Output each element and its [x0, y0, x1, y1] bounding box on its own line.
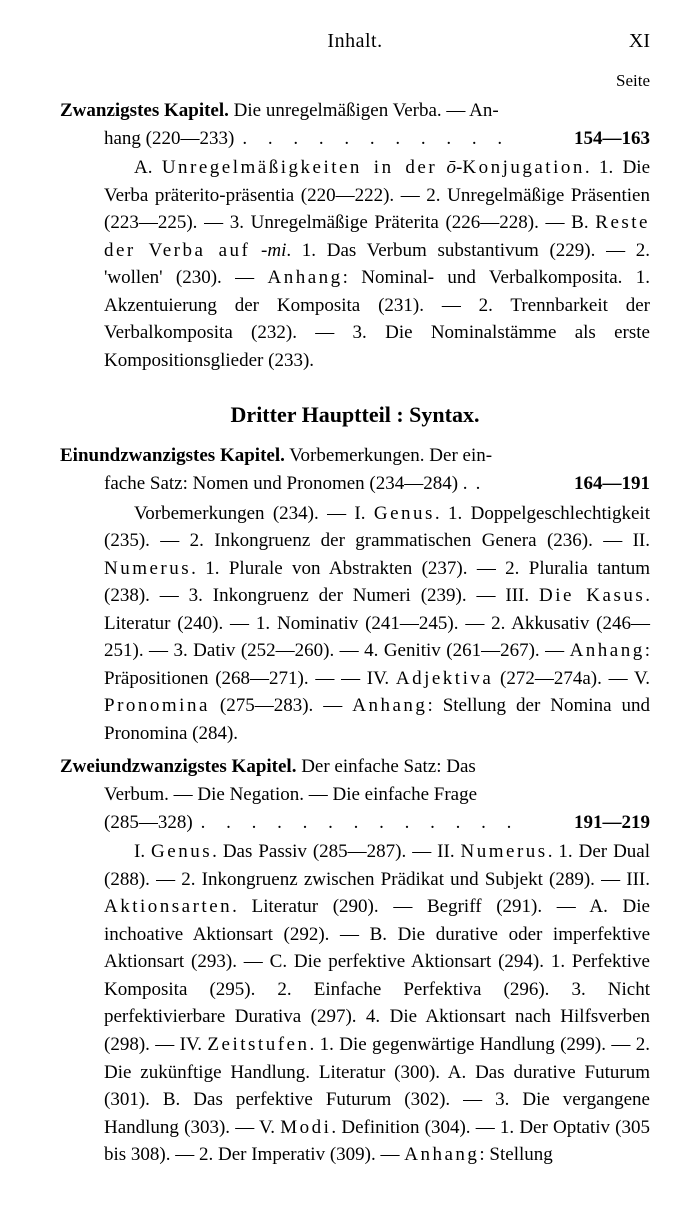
toc-entry: Zweiundzwanzigstes Kapitel. Der einfache…	[60, 753, 650, 1168]
chapter-head-cont: (285—328)	[104, 809, 193, 837]
page: Inhalt. XI Seite Zwanzigstes Kapitel. Di…	[0, 0, 700, 1205]
chapter-title: Zwanzigstes Kapitel.	[60, 100, 229, 121]
entry-head-line1: Zwanzigstes Kapitel. Die unregelmäßigen …	[60, 97, 650, 125]
chapter-head-tail: Die unregelmäßigen Verba. — An-	[229, 100, 499, 121]
chapter-head-mid: Verbum. — Die Negation. — Die einfache F…	[60, 781, 650, 809]
chapter-title: Zweiundzwanzigstes Kapitel.	[60, 756, 296, 777]
leader-dots: . . . . . . . . . . . . .	[193, 809, 574, 837]
header-row: Inhalt. XI	[60, 30, 650, 53]
entry-head-line1: Einundzwanzigstes Kapitel. Vorbemerkunge…	[60, 442, 650, 470]
chapter-head-cont: hang (220—233)	[104, 125, 234, 153]
chapter-body: A. Unregelmäßigkeiten in der ō-Konjugati…	[60, 154, 650, 374]
leader-dots: . . . . . . . . . . .	[234, 125, 574, 153]
page-range: 154—163	[574, 125, 650, 153]
chapter-head-tail: Der einfache Satz: Das	[296, 756, 475, 777]
section-title: Dritter Hauptteil : Syntax.	[60, 402, 650, 428]
entry-head-line2: hang (220—233) . . . . . . . . . . . 154…	[60, 125, 650, 153]
entry-head-line1: Zweiundzwanzigstes Kapitel. Der einfache…	[60, 753, 650, 781]
page-number: XI	[610, 30, 650, 53]
chapter-body: Vorbemerkungen (234). — I. Genus. 1. Dop…	[60, 500, 650, 748]
running-head: Inhalt.	[100, 30, 610, 53]
page-range: 164—191	[574, 470, 650, 498]
toc-entry: Einundzwanzigstes Kapitel. Vorbemerkunge…	[60, 442, 650, 747]
entry-head-line2: (285—328) . . . . . . . . . . . . . 191—…	[60, 809, 650, 837]
chapter-body: I. Genus. Das Passiv (285—287). — II. Nu…	[60, 838, 650, 1169]
chapter-title: Einundzwanzigstes Kapitel.	[60, 445, 285, 466]
leader-dots: .	[468, 470, 574, 498]
page-range: 191—219	[574, 809, 650, 837]
seite-label: Seite	[60, 71, 650, 91]
entry-head-line2: fache Satz: Nomen und Pronomen (234—284)…	[60, 470, 650, 498]
toc-entry: Zwanzigstes Kapitel. Die unregelmäßigen …	[60, 97, 650, 374]
chapter-head-cont: fache Satz: Nomen und Pronomen (234—284)…	[104, 470, 468, 498]
chapter-head-tail: Vorbemerkungen. Der ein-	[285, 445, 492, 466]
